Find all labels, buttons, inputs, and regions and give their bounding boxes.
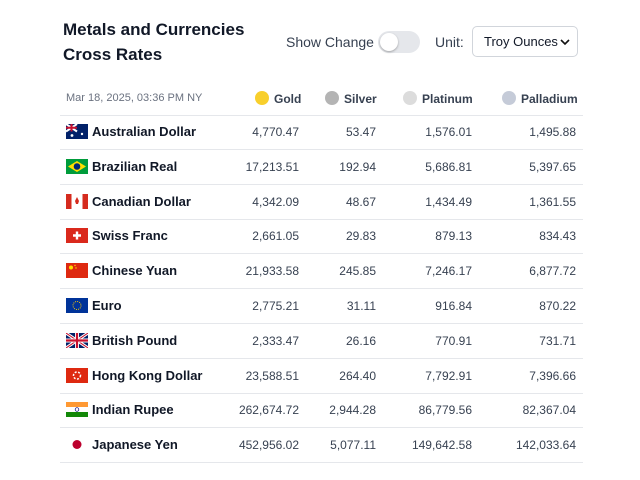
currency-name: Brazilian Real xyxy=(92,158,178,174)
rate-cell: 834.43 xyxy=(539,229,576,244)
row-divider xyxy=(60,115,583,116)
rate-cell: 245.85 xyxy=(339,264,376,279)
rate-cell: 7,396.66 xyxy=(529,368,576,383)
rate-cell: 82,367.04 xyxy=(522,403,576,418)
rate-cell: 142,033.64 xyxy=(515,438,576,453)
toggle-label: Show Change xyxy=(286,34,374,50)
flag-icon xyxy=(66,193,88,209)
rate-cell: 48.67 xyxy=(345,194,376,209)
rate-cell: 1,495.88 xyxy=(529,125,576,139)
flag-icon xyxy=(66,228,88,244)
column-header: Palladium xyxy=(521,92,578,106)
flag xyxy=(66,263,88,283)
toggle[interactable] xyxy=(378,31,420,53)
rate-cell: 53.47 xyxy=(345,125,376,139)
rate-cell: 1,361.55 xyxy=(529,194,576,209)
flag-icon xyxy=(65,123,88,139)
currency-name: British Pound xyxy=(92,332,178,348)
flag-icon xyxy=(65,331,89,350)
rate-cell: 452,956.02 xyxy=(238,438,299,453)
currency-name: Euro xyxy=(92,298,122,313)
currency-name: Indian Rupee xyxy=(92,402,174,418)
currency-name: Swiss Franc xyxy=(92,228,168,244)
rate-cell: 86,779.56 xyxy=(418,403,472,418)
rate-cell: 21,933.58 xyxy=(245,264,299,279)
rate-cell: 770.91 xyxy=(435,333,472,348)
row-divider xyxy=(60,218,583,220)
row-divider xyxy=(60,392,583,394)
rate-cell: 26.16 xyxy=(345,333,376,348)
rate-cell: 23,588.51 xyxy=(245,368,299,383)
timestamp: Mar 18, 2025, 03:36 PM NY xyxy=(66,92,203,104)
row-divider xyxy=(60,183,583,185)
column-header: Silver xyxy=(344,92,377,106)
rate-cell: 2,775.21 xyxy=(252,299,299,313)
rate-cell: 879.13 xyxy=(435,229,472,244)
flag-icon xyxy=(66,298,88,313)
rate-cell: 731.71 xyxy=(539,333,576,348)
flag xyxy=(66,193,88,214)
currency-name: Japanese Yen xyxy=(92,437,178,453)
rate-cell: 7,792.91 xyxy=(425,368,472,383)
rate-cell: 5,397.65 xyxy=(529,159,576,174)
rate-cell: 7,246.17 xyxy=(425,264,472,279)
rate-cell: 2,661.05 xyxy=(252,229,299,244)
column-header: Gold xyxy=(274,92,302,106)
rate-cell: 1,576.01 xyxy=(425,125,472,139)
flag-icon xyxy=(66,158,88,174)
row-divider xyxy=(60,427,583,429)
rate-cell: 1,434.49 xyxy=(425,194,472,209)
rate-cell: 2,333.47 xyxy=(252,333,299,348)
flag-icon xyxy=(66,263,88,279)
metal-dot xyxy=(403,91,417,105)
column-header: Platinum xyxy=(422,92,473,106)
title: Metals and Currencies Cross Rates xyxy=(63,20,245,64)
unit-value: Troy Ounces xyxy=(484,34,558,49)
currency-name: Hong Kong Dollar xyxy=(92,367,203,383)
rate-cell: 4,770.47 xyxy=(252,125,299,139)
rate-cell: 264.40 xyxy=(339,368,376,383)
row-divider xyxy=(60,253,583,255)
chevron xyxy=(560,39,570,46)
flag xyxy=(65,331,89,353)
row-divider xyxy=(60,323,583,324)
rate-cell: 2,944.28 xyxy=(329,403,376,418)
unit-select[interactable]: Troy Ounces xyxy=(472,26,578,57)
flag-icon xyxy=(66,437,88,453)
metal-dot xyxy=(255,91,269,105)
rate-cell: 31.11 xyxy=(346,299,376,313)
rate-cell: 4,342.09 xyxy=(252,194,299,209)
rate-cell: 6,877.72 xyxy=(529,264,576,279)
rate-cell: 149,642.58 xyxy=(411,438,472,453)
rate-cell: 192.94 xyxy=(339,159,376,174)
flag xyxy=(66,437,88,457)
rate-cell: 29.83 xyxy=(345,229,376,244)
flag xyxy=(66,402,88,422)
rate-cell: 262,674.72 xyxy=(238,403,299,418)
flag xyxy=(66,298,88,318)
flag xyxy=(66,158,88,179)
row-divider xyxy=(60,357,583,359)
flag xyxy=(66,367,88,388)
rate-cell: 916.84 xyxy=(435,299,472,313)
flag-icon xyxy=(66,367,88,383)
unit-label: Unit: xyxy=(435,34,464,50)
rate-cell: 5,077.11 xyxy=(330,438,376,453)
rate-cell: 5,686.81 xyxy=(425,159,472,174)
flag xyxy=(66,228,88,248)
metal-dot xyxy=(325,91,339,105)
row-divider xyxy=(60,462,583,464)
row-divider xyxy=(60,288,583,290)
flag xyxy=(65,123,88,144)
currency-name: Australian Dollar xyxy=(92,124,197,139)
rate-cell: 17,213.51 xyxy=(245,159,299,174)
currency-name: Chinese Yuan xyxy=(92,263,178,279)
row-divider xyxy=(60,149,583,150)
flag-icon xyxy=(66,402,88,418)
rate-cell: 870.22 xyxy=(539,299,576,313)
currency-name: Canadian Dollar xyxy=(92,193,191,209)
metal-dot xyxy=(502,91,516,105)
